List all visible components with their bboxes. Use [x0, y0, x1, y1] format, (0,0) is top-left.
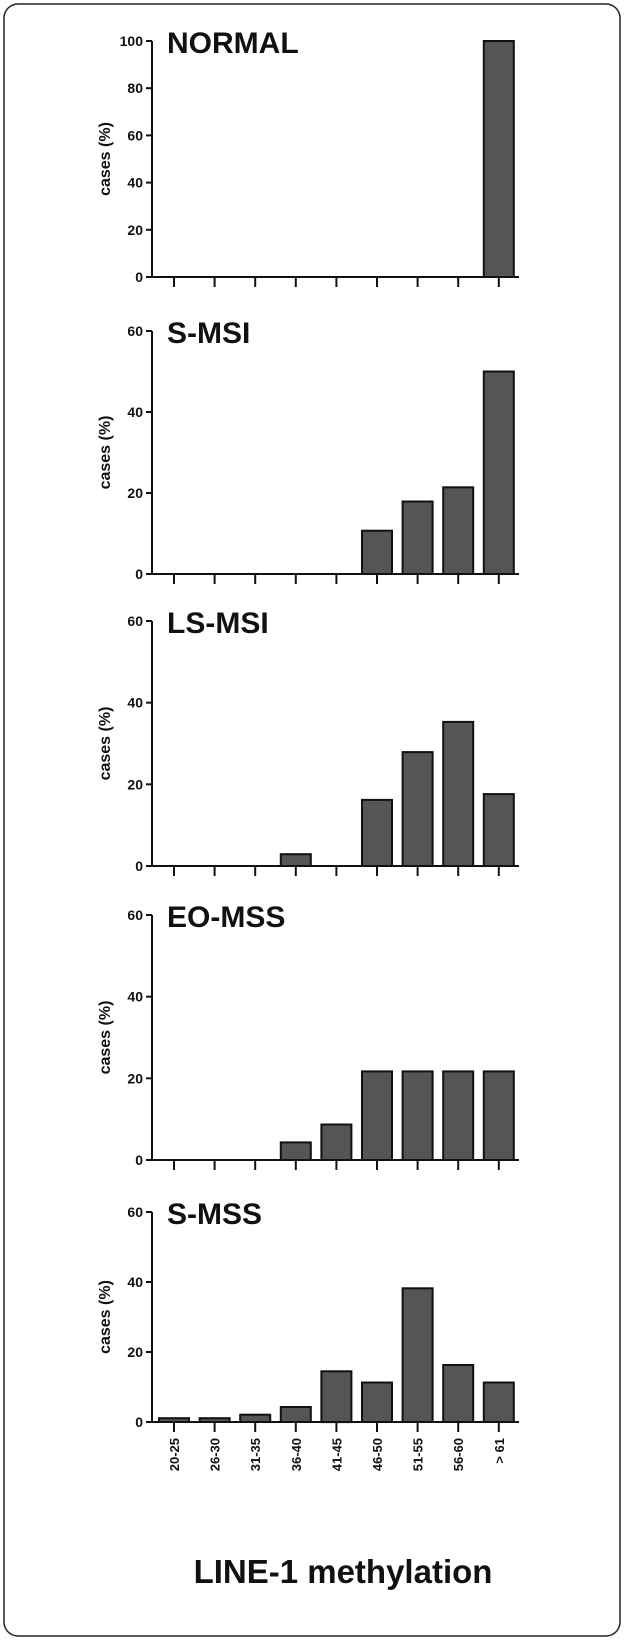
panel-title: S-MSS [167, 1198, 262, 1231]
y-axis-label: cases (%) [97, 1001, 114, 1075]
y-tick-label: 0 [135, 858, 143, 874]
y-tick-label: 0 [135, 269, 143, 285]
y-tick-label: 20 [127, 1344, 143, 1360]
bar-61 [482, 1070, 515, 1162]
y-tick-label: 40 [127, 695, 143, 711]
y-tick-label: 100 [120, 33, 144, 49]
bar-41-45 [320, 1123, 353, 1161]
y-tick-label: 40 [127, 989, 143, 1005]
y-axis-label: cases (%) [97, 122, 114, 196]
panel-title: NORMAL [167, 27, 299, 60]
panel-eo-mss: 0 20 40 60 cases (%) EO-MSS [97, 901, 519, 1170]
x-tick-label: 41-45 [329, 1438, 344, 1471]
chart-panels: 0 20 40 60 80 100 cases (%) NORMAL 0 20 40 60 cases … [97, 27, 519, 1471]
y-tick-label: 20 [127, 222, 143, 238]
panel-normal: 0 20 40 60 80 100 cases (%) NORMAL [97, 27, 519, 287]
y-tick-label: 60 [127, 127, 143, 143]
x-tick-label: 56-60 [451, 1438, 466, 1471]
panel-s-mss: 0 20 40 60 cases (%) S-MSS [97, 1198, 519, 1432]
bar-46-50 [361, 1070, 393, 1162]
bar-56-60 [442, 486, 475, 575]
y-axis-label: cases (%) [97, 1280, 114, 1354]
y-tick-label: 60 [127, 613, 143, 629]
x-tick-label: 36-40 [289, 1438, 304, 1471]
bar-36-40 [279, 853, 312, 868]
x-tick-label: 51-55 [411, 1438, 426, 1471]
bar-51-55 [401, 751, 434, 867]
y-axis-label: cases (%) [97, 707, 114, 781]
y-axis-label: cases (%) [97, 416, 114, 490]
x-tick-label: 26-30 [208, 1438, 223, 1471]
x-tick-label: 31-35 [248, 1438, 263, 1471]
bar-41-45 [320, 1370, 353, 1424]
figure-frame [3, 3, 621, 1637]
bar-61 [482, 40, 515, 278]
bar-51-55 [401, 1287, 434, 1424]
y-tick-label: 80 [127, 80, 143, 96]
bar-61 [482, 793, 515, 867]
bar-51-55 [401, 500, 434, 575]
y-tick-label: 0 [135, 1152, 143, 1168]
panel-title: LS-MSI [167, 607, 269, 640]
y-tick-label: 20 [127, 776, 143, 792]
panel-ls-msi: 0 20 40 60 cases (%) LS-MSI [97, 607, 519, 876]
y-tick-label: 60 [127, 907, 143, 923]
bar-46-50 [361, 529, 393, 576]
y-tick-label: 40 [127, 1274, 143, 1290]
y-tick-label: 20 [127, 485, 143, 501]
panel-title: S-MSI [167, 317, 250, 350]
y-tick-label: 20 [127, 1070, 143, 1086]
bar-56-60 [442, 720, 475, 868]
x-category-labels: 20-25 26-30 31-35 36-40 41-45 46-50 51-55 56-60… [167, 1438, 507, 1471]
bar-61 [482, 1381, 515, 1423]
x-tick-label: > 61 [492, 1438, 507, 1464]
bar-46-50 [361, 1381, 393, 1423]
bar-61 [482, 370, 515, 575]
bar-36-40 [279, 1406, 312, 1423]
x-tick-label: 46-50 [370, 1438, 385, 1471]
x-axis-label: LINE-1 methylation [194, 1553, 493, 1590]
y-tick-label: 60 [127, 1204, 143, 1220]
y-tick-label: 40 [127, 175, 143, 191]
y-tick-label: 40 [127, 404, 143, 420]
panel-s-msi: 0 20 40 60 cases (%) S-MSI [97, 317, 519, 584]
y-tick-label: 60 [127, 323, 143, 339]
y-tick-label: 0 [135, 566, 143, 582]
panel-title: EO-MSS [167, 901, 285, 934]
bar-36-40 [279, 1141, 312, 1162]
bar-56-60 [442, 1070, 475, 1162]
bar-46-50 [361, 798, 393, 868]
x-tick-label: 20-25 [167, 1438, 182, 1471]
bar-31-35 [239, 1413, 272, 1423]
bar-51-55 [401, 1070, 434, 1162]
y-tick-label: 0 [135, 1414, 143, 1430]
bar-56-60 [442, 1364, 475, 1423]
